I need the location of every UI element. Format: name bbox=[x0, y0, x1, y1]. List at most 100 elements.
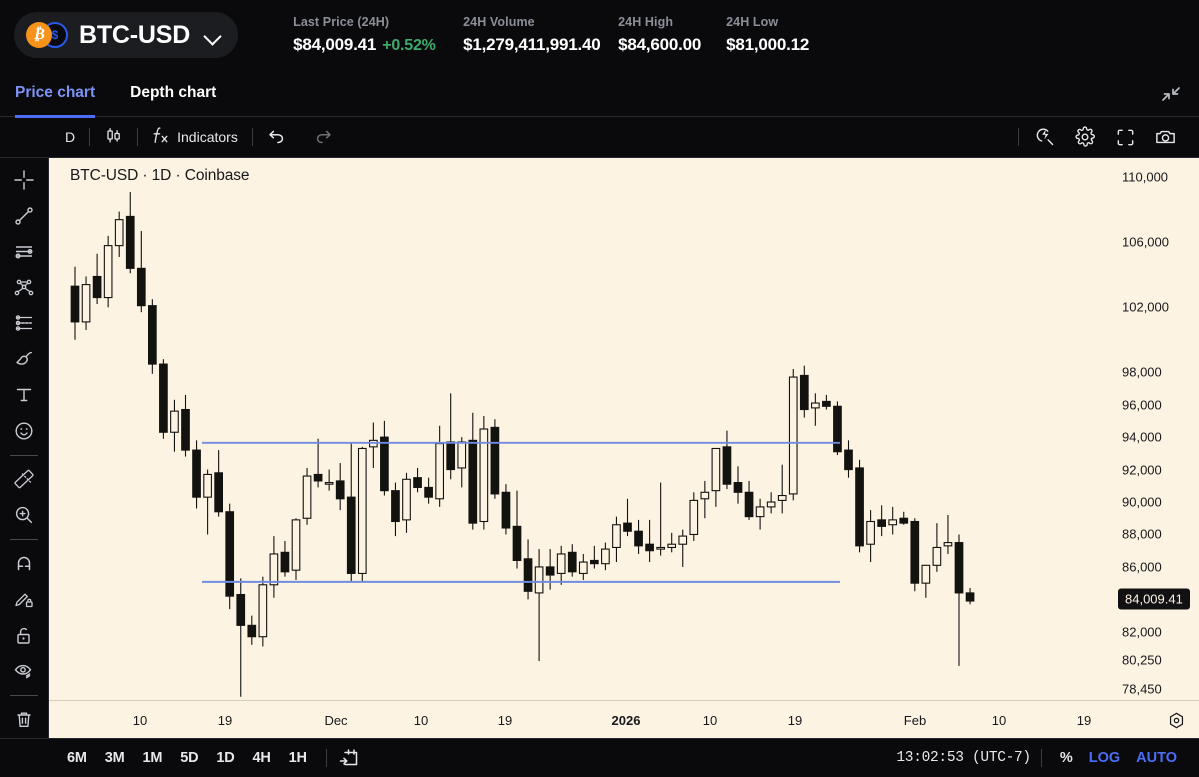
stat-high: 24H High $84,600.00 bbox=[618, 15, 726, 55]
tab-price-chart[interactable]: Price chart bbox=[15, 70, 96, 118]
pencil-lock-icon[interactable] bbox=[4, 582, 44, 618]
time-tick: 19 bbox=[497, 713, 513, 728]
bottom-divider bbox=[325, 749, 327, 767]
candlestick bbox=[578, 553, 588, 580]
candlestick bbox=[247, 615, 257, 645]
chart-type-button[interactable] bbox=[90, 117, 137, 158]
candlestick bbox=[866, 510, 875, 563]
candlestick bbox=[103, 235, 113, 308]
magnet-icon[interactable] bbox=[4, 546, 44, 582]
candlestick bbox=[589, 545, 599, 569]
stat-label: 24H High bbox=[618, 15, 674, 29]
candlestick bbox=[313, 438, 323, 488]
percent-scale-button[interactable]: % bbox=[1059, 750, 1073, 766]
last-price-value: $84,009.41 bbox=[293, 35, 377, 54]
pitchfork-icon[interactable] bbox=[4, 269, 44, 305]
candlestick bbox=[468, 412, 478, 530]
candlestick bbox=[755, 498, 765, 530]
candlestick bbox=[667, 532, 677, 553]
goto-date-icon[interactable] bbox=[337, 747, 361, 769]
text-tool-icon[interactable] bbox=[4, 377, 44, 413]
candlestick bbox=[424, 477, 433, 504]
camera-icon[interactable] bbox=[1145, 117, 1185, 158]
stat-volume: 24H Volume $1,279,411,991.40 bbox=[463, 15, 618, 55]
elliott-wave-icon[interactable] bbox=[4, 305, 44, 341]
zoom-in-icon[interactable] bbox=[4, 497, 44, 533]
stat-label: 24H Volume bbox=[463, 15, 535, 29]
tab-depth-chart[interactable]: Depth chart bbox=[130, 84, 217, 101]
timeframe-4h[interactable]: 4H bbox=[252, 750, 271, 766]
candlestick bbox=[877, 505, 886, 537]
candlestick bbox=[380, 420, 389, 496]
chevron-down-icon bbox=[204, 30, 222, 41]
candlestick bbox=[479, 416, 489, 530]
candlestick bbox=[269, 536, 279, 598]
log-scale-button[interactable]: LOG bbox=[1088, 750, 1121, 766]
timeframe-1h[interactable]: 1H bbox=[288, 750, 307, 766]
trend-line-icon[interactable] bbox=[4, 198, 44, 234]
ruler-measure-icon[interactable] bbox=[4, 461, 44, 497]
candlestick bbox=[965, 588, 975, 605]
candlestick bbox=[114, 211, 124, 257]
high-value: $84,600.00 bbox=[618, 35, 702, 54]
crosshair-cursor-icon[interactable] bbox=[4, 162, 44, 198]
bottom-divider bbox=[1040, 749, 1042, 767]
redo-button[interactable] bbox=[300, 117, 347, 158]
toolbar-divider bbox=[89, 128, 91, 146]
gear-icon[interactable] bbox=[1065, 117, 1105, 158]
chart-title: BTC-USD · 1D · Coinbase bbox=[70, 167, 250, 184]
stat-label: Last Price (24H) bbox=[293, 15, 390, 29]
toolbar-divider bbox=[137, 128, 139, 146]
collapse-arrows-icon[interactable] bbox=[1159, 83, 1183, 105]
timeframe-1m[interactable]: 1M bbox=[142, 750, 163, 766]
price-tick: 82,000 bbox=[1122, 624, 1162, 640]
price-axis[interactable]: 110,000 106,000 102,000 98,000 96,000 94,000 9… bbox=[1110, 158, 1199, 700]
candlestick bbox=[899, 511, 909, 525]
time-axis[interactable]: 10 19 Dec 10 19 2026 10 19 Feb 10 19 bbox=[49, 700, 1199, 738]
magnifier-lightning-icon[interactable] bbox=[1025, 117, 1065, 158]
candlestick bbox=[711, 447, 721, 507]
brush-icon[interactable] bbox=[4, 341, 44, 377]
stat-last-price: Last Price (24H) $84,009.41 +0.52% bbox=[293, 15, 463, 55]
fullscreen-icon[interactable] bbox=[1105, 117, 1145, 158]
emoji-icon[interactable] bbox=[4, 413, 44, 449]
candlestick bbox=[324, 469, 334, 491]
timeframe-3m[interactable]: 3M bbox=[104, 750, 125, 766]
bottom-bar: 6M 3M 1M 5D 1D 4H 1H 13:02:53 (UTC-7) % … bbox=[0, 738, 1199, 777]
bitcoin-icon: ₿ bbox=[26, 22, 52, 48]
candlestick bbox=[214, 450, 224, 517]
candlestick bbox=[777, 464, 787, 514]
candlestick bbox=[545, 549, 555, 590]
price-chart-panel[interactable]: BTC-USD · 1D · Coinbase 110,000 106,000 10… bbox=[49, 158, 1199, 738]
candlestick bbox=[888, 506, 898, 535]
timeframe-1d[interactable]: 1D bbox=[216, 750, 235, 766]
current-price-badge: 84,009.41 bbox=[1118, 588, 1190, 610]
candlestick bbox=[280, 540, 290, 577]
candlestick bbox=[722, 430, 732, 490]
timeframe-6m[interactable]: 6M bbox=[67, 750, 87, 766]
candlestick bbox=[932, 523, 942, 572]
price-tick: 92,000 bbox=[1122, 462, 1162, 478]
candlestick bbox=[490, 419, 500, 499]
indicators-button[interactable]: Indicators bbox=[138, 117, 252, 158]
trash-icon[interactable] bbox=[4, 702, 44, 738]
auto-scale-button[interactable]: AUTO bbox=[1136, 750, 1177, 766]
time-tick: 10 bbox=[413, 713, 429, 728]
candlestick bbox=[446, 393, 456, 480]
reset-view-icon[interactable] bbox=[1168, 712, 1185, 734]
interval-button[interactable]: D bbox=[65, 129, 76, 145]
app-header: ₿ $ BTC-USD Last Price (24H) $84,009.41 +… bbox=[0, 0, 1199, 70]
undo-button[interactable] bbox=[253, 117, 300, 158]
candlestick bbox=[81, 276, 91, 331]
candlestick-plot[interactable] bbox=[49, 158, 1110, 700]
horizontal-lines-icon[interactable] bbox=[4, 234, 44, 270]
candlestick bbox=[921, 564, 931, 598]
padlock-icon[interactable] bbox=[4, 618, 44, 654]
time-tick: 10 bbox=[132, 713, 148, 728]
toolbar-divider bbox=[1018, 128, 1019, 146]
eye-hide-icon[interactable] bbox=[4, 653, 44, 689]
stat-label: 24H Low bbox=[726, 15, 779, 29]
timeframe-5d[interactable]: 5D bbox=[180, 750, 199, 766]
pair-selector[interactable]: ₿ $ BTC-USD bbox=[14, 12, 239, 58]
candlestick bbox=[402, 472, 411, 533]
